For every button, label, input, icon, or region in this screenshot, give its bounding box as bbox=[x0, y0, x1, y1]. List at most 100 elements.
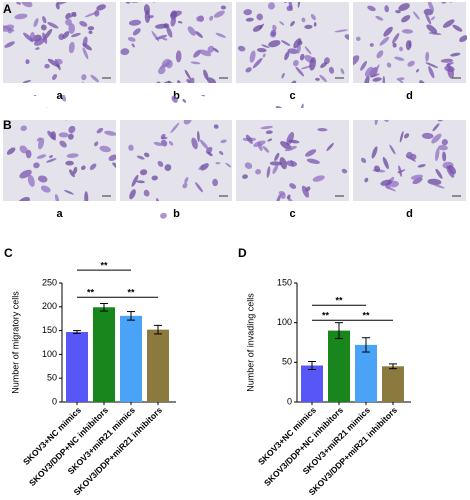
cell bbox=[435, 147, 440, 162]
cell bbox=[398, 165, 402, 177]
bar bbox=[147, 329, 169, 402]
cell bbox=[153, 141, 163, 146]
cell bbox=[159, 62, 170, 69]
cell bbox=[361, 157, 367, 163]
cell bbox=[193, 49, 202, 58]
cell bbox=[104, 130, 117, 136]
cell bbox=[35, 47, 40, 50]
cell bbox=[143, 4, 151, 15]
gap-cover bbox=[232, 0, 236, 240]
cell bbox=[46, 158, 57, 163]
cell bbox=[245, 134, 253, 144]
cell bbox=[288, 0, 293, 11]
cell bbox=[425, 13, 432, 25]
cell bbox=[64, 189, 74, 195]
image-clip-cover bbox=[349, 0, 470, 2]
cell bbox=[215, 162, 221, 165]
cell bbox=[401, 15, 411, 23]
cell bbox=[272, 24, 277, 31]
y-axis-label: Number of migratory cells bbox=[10, 291, 20, 394]
y-tick-label: 0 bbox=[287, 396, 292, 406]
cell bbox=[376, 50, 384, 59]
cell bbox=[132, 28, 141, 36]
cell bbox=[42, 16, 47, 24]
significance-label: ** bbox=[127, 288, 135, 298]
significance-label: ** bbox=[322, 311, 330, 321]
cell bbox=[128, 144, 134, 151]
cell bbox=[88, 30, 93, 35]
cell bbox=[244, 162, 253, 170]
y-tick-label: 50 bbox=[282, 357, 292, 367]
gap-cover bbox=[116, 0, 120, 240]
cell bbox=[34, 38, 45, 46]
cell bbox=[136, 180, 145, 184]
cell bbox=[81, 74, 87, 81]
x-tick bbox=[157, 402, 159, 405]
cell bbox=[272, 164, 279, 174]
cell bbox=[320, 62, 328, 68]
error-bar bbox=[389, 363, 397, 370]
cell bbox=[155, 23, 168, 29]
image-clip-cover bbox=[116, 83, 237, 95]
y-tick-label: 250 bbox=[42, 277, 57, 287]
cell bbox=[440, 58, 454, 63]
cell bbox=[269, 161, 282, 166]
cell bbox=[136, 155, 145, 160]
cell bbox=[47, 130, 57, 141]
cell bbox=[20, 125, 27, 132]
cell bbox=[160, 212, 167, 219]
micrograph bbox=[232, 0, 354, 95]
cell bbox=[379, 36, 390, 46]
cell bbox=[245, 17, 254, 22]
cell bbox=[375, 15, 384, 21]
y-tick-label: 0 bbox=[52, 396, 57, 406]
cell bbox=[87, 26, 95, 31]
bar bbox=[66, 332, 88, 402]
cell bbox=[442, 19, 455, 28]
cell bbox=[127, 36, 136, 42]
cell bbox=[197, 130, 200, 143]
cell bbox=[19, 145, 28, 154]
cell bbox=[4, 41, 15, 48]
image-clip-cover bbox=[232, 201, 353, 213]
micrograph bbox=[116, 95, 237, 219]
y-tick-label: 100 bbox=[277, 317, 292, 327]
cell bbox=[270, 29, 277, 37]
cell bbox=[84, 12, 97, 18]
image-caption: c bbox=[289, 208, 295, 220]
margin-cover bbox=[0, 0, 3, 240]
image-clip-cover bbox=[0, 83, 120, 95]
cell bbox=[290, 20, 295, 27]
bar bbox=[382, 366, 404, 402]
cell bbox=[252, 57, 263, 69]
micrograph bbox=[0, 107, 123, 214]
cell bbox=[284, 145, 297, 152]
cell bbox=[274, 152, 280, 162]
cell bbox=[256, 13, 263, 21]
cell bbox=[286, 132, 295, 146]
cell bbox=[81, 165, 86, 171]
cell bbox=[166, 26, 173, 38]
cell bbox=[309, 57, 317, 71]
cell bbox=[36, 154, 47, 159]
cell bbox=[290, 160, 294, 167]
image-clip-cover bbox=[116, 201, 237, 213]
cell bbox=[413, 11, 420, 20]
cell bbox=[412, 177, 423, 185]
cell bbox=[128, 19, 142, 26]
cell bbox=[220, 139, 227, 144]
cell bbox=[237, 45, 246, 52]
cell bbox=[68, 125, 76, 134]
cell bbox=[58, 33, 65, 41]
cell bbox=[94, 141, 99, 147]
y-tick-label: 150 bbox=[42, 325, 57, 335]
y-axis-label: Number of invading cells bbox=[245, 293, 255, 392]
cell bbox=[398, 3, 410, 11]
cell bbox=[299, 53, 305, 61]
cell bbox=[25, 149, 32, 159]
image-clip-cover bbox=[232, 83, 353, 95]
cell bbox=[416, 68, 420, 73]
cell bbox=[253, 140, 266, 147]
cell bbox=[394, 56, 405, 61]
